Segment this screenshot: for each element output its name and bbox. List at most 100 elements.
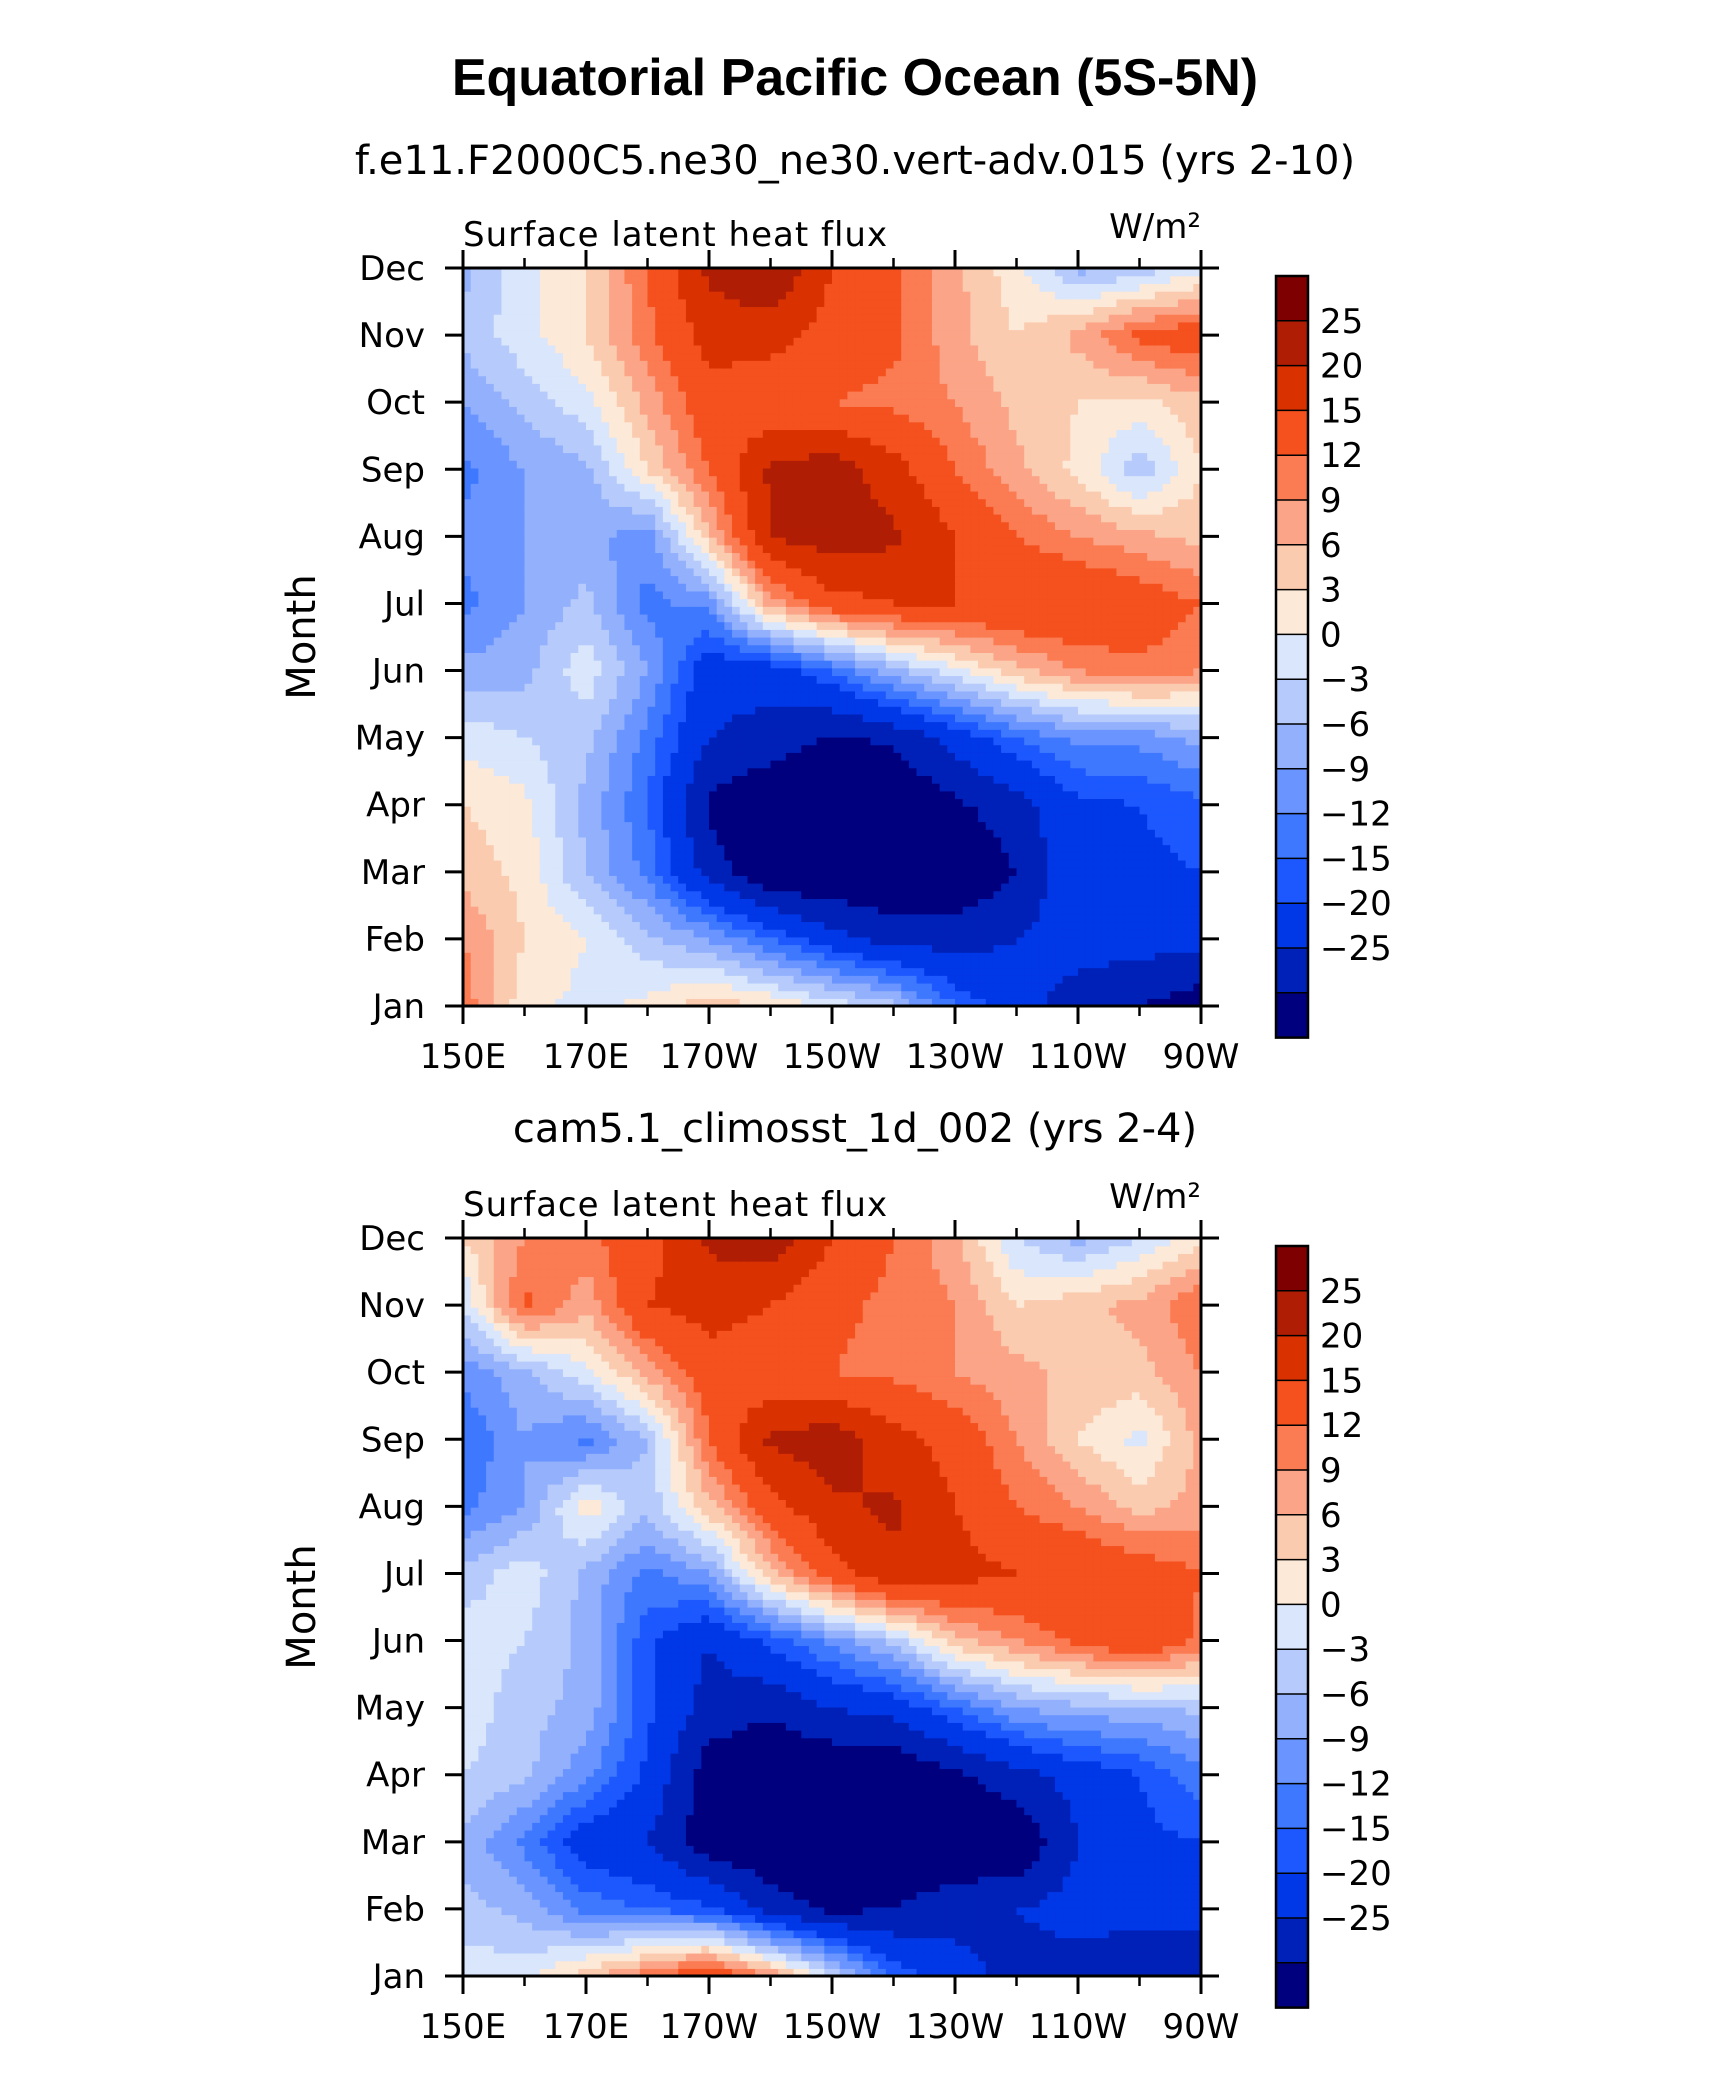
heatmap-cell — [478, 783, 487, 792]
heatmap-cell — [1162, 713, 1171, 723]
heatmap-cell — [1008, 752, 1018, 761]
heatmap-cell — [493, 852, 503, 861]
heatmap-cell — [593, 836, 602, 846]
heatmap-cell — [1162, 675, 1171, 684]
heatmap-cell — [762, 875, 772, 884]
heatmap-cell — [1108, 990, 1118, 999]
heatmap-cell — [478, 936, 487, 946]
heatmap-cell — [555, 706, 564, 715]
heatmap-cell — [1154, 652, 1164, 661]
heatmap-cell — [978, 944, 987, 953]
heatmap-cell — [493, 829, 503, 838]
heatmap-cell — [778, 760, 787, 769]
heatmap-cell — [824, 752, 833, 761]
panel2-title: cam5.1_climosst_1d_002 (yrs 2-4) — [512, 1106, 1198, 1152]
heatmap-cell — [955, 890, 964, 899]
heatmap-cell — [1101, 752, 1110, 761]
heatmap-cell — [1024, 998, 1033, 1006]
heatmap-cell — [562, 844, 572, 853]
heatmap-cell — [716, 852, 725, 861]
heatmap-cell — [1177, 783, 1187, 792]
heatmap-cell — [755, 936, 764, 946]
heatmap-cell — [516, 836, 526, 846]
heatmap-cell — [993, 783, 1002, 792]
heatmap-cell — [1047, 660, 1056, 669]
heatmap-cell — [916, 829, 925, 838]
heatmap-cell — [1047, 621, 1056, 630]
heatmap-cell — [501, 883, 510, 892]
heatmap-cell — [839, 629, 848, 638]
heatmap-cell — [616, 667, 626, 677]
heatmap-cell — [832, 883, 841, 892]
heatmap-cell — [639, 929, 649, 938]
heatmap-cell — [878, 690, 887, 700]
heatmap-cell — [1016, 829, 1025, 838]
heatmap-cell — [524, 836, 533, 846]
heatmap-cell — [739, 975, 749, 984]
heatmap-cell — [609, 652, 618, 661]
heatmap-cell — [532, 675, 541, 684]
heatmap-cell — [1131, 959, 1141, 969]
heatmap-cell — [1177, 975, 1187, 984]
heatmap-cell — [816, 836, 825, 846]
heatmap-cell — [470, 936, 479, 946]
heatmap-cell — [978, 736, 987, 746]
heatmap-cell — [931, 637, 941, 646]
heatmap-cell — [539, 890, 549, 899]
heatmap-cell — [1116, 998, 1125, 1006]
heatmap-cell — [647, 660, 656, 669]
heatmap-cell — [562, 621, 572, 630]
heatmap-cell — [1085, 667, 1094, 677]
heatmap-cell — [562, 952, 572, 961]
heatmap-cell — [1154, 729, 1164, 738]
heatmap-cell — [570, 883, 579, 892]
heatmap-cell — [639, 752, 649, 761]
heatmap-cell — [532, 752, 541, 761]
heatmap-cell — [1108, 790, 1118, 800]
heatmap-cell — [586, 859, 595, 869]
heatmap-cell — [1131, 806, 1141, 815]
heatmap-cell — [824, 867, 833, 876]
heatmap-cell — [893, 683, 902, 692]
heatmap-cell — [908, 775, 918, 784]
heatmap-cell — [947, 929, 956, 938]
heatmap-cell — [762, 936, 772, 946]
heatmap-cell — [747, 890, 756, 899]
heatmap-cell — [1062, 944, 1071, 953]
heatmap-cell — [839, 752, 848, 761]
heatmap-cell — [616, 875, 626, 884]
heatmap-cell — [916, 744, 925, 753]
heatmap-cell — [501, 644, 510, 653]
heatmap-cell — [547, 844, 556, 853]
heatmap-cell — [1016, 990, 1025, 999]
heatmap-cell — [824, 975, 833, 984]
heatmap-cell — [701, 936, 710, 946]
heatmap-cell — [1024, 775, 1033, 784]
heatmap-cell — [1054, 982, 1064, 992]
heatmap-cell — [1070, 852, 1079, 861]
heatmap-cell — [755, 790, 764, 800]
heatmap-cell — [916, 736, 925, 746]
heatmap-cell — [947, 683, 956, 692]
heatmap-cell — [1008, 613, 1018, 623]
heatmap-cell — [855, 859, 864, 869]
heatmap-cell — [778, 613, 787, 623]
heatmap-cell — [624, 652, 633, 661]
heatmap-cell — [908, 982, 918, 992]
heatmap-cell — [1170, 775, 1179, 784]
heatmap-cell — [1024, 813, 1033, 823]
heatmap-cell — [501, 936, 510, 946]
heatmap-cell — [1147, 883, 1156, 892]
heatmap-cell — [524, 783, 533, 792]
heatmap-cell — [785, 921, 795, 930]
heatmap-cell — [1001, 621, 1010, 630]
heatmap-cell — [1047, 821, 1056, 830]
heatmap-cell — [685, 698, 695, 707]
heatmap-cell — [793, 736, 802, 746]
heatmap-cell — [1147, 929, 1156, 938]
heatmap-cell — [1101, 829, 1110, 838]
heatmap-cell — [509, 683, 518, 692]
heatmap-cell — [1101, 798, 1110, 807]
heatmap-cell — [762, 621, 772, 630]
heatmap-cell — [609, 836, 618, 846]
